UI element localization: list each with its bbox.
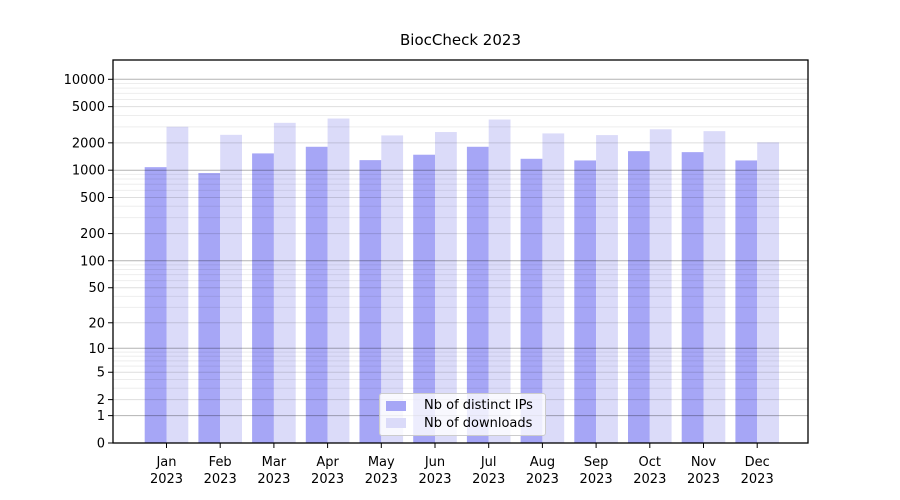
y-axis-tick-label: 2000 [72,136,105,151]
y-axis-tick-label: 2 [97,393,105,408]
x-axis-month-label: Jan [155,455,176,470]
x-axis-year-label: 2023 [633,472,666,487]
bar-distinct-ips-jul [466,146,489,443]
bar-downloads-sep [596,135,618,444]
y-axis-tick-label: 20 [88,316,105,331]
y-axis-tick-label: 5 [97,366,105,381]
bar-downloads-jan [166,126,189,444]
bar-downloads-jun [435,132,457,444]
y-axis-tick-label: 50 [88,281,105,296]
bar-downloads-apr [327,118,350,443]
bar-downloads-feb [220,134,242,443]
y-axis-tick-label: 5000 [72,100,105,115]
x-axis-month-label: Apr [316,455,339,470]
bar-distinct-ips-aug [520,158,543,444]
x-axis-month-label: Sep [584,455,609,470]
x-axis-year-label: 2023 [204,472,237,487]
bar-distinct-ips-feb [198,173,221,443]
x-axis-month-label: May [368,455,395,470]
bar-downloads-aug [542,133,565,443]
bar-distinct-ips-oct [628,151,650,444]
bar-distinct-ips-jun [413,154,435,444]
x-axis-month-label: Mar [262,455,287,470]
legend-item-distinct-ips: Nb of distinct IPs [386,397,545,414]
x-axis-year-label: 2023 [741,472,774,487]
bar-distinct-ips-sep [574,160,597,443]
y-axis-tick-label: 1 [97,409,105,424]
x-axis-year-label: 2023 [526,472,559,487]
bar-downloads-oct [649,129,672,443]
bar-distinct-ips-may [359,160,382,444]
legend-swatch-distinct-ips [386,400,406,411]
legend-label-distinct-ips: Nb of distinct IPs [424,398,533,414]
legend-swatch-downloads [386,418,406,429]
x-axis-year-label: 2023 [472,472,505,487]
legend-label-downloads: Nb of downloads [424,415,533,431]
x-axis-year-label: 2023 [257,472,290,487]
x-axis-month-label: Nov [691,455,717,470]
bar-downloads-dec [757,142,779,443]
x-axis-month-label: Dec [745,455,770,470]
x-axis-year-label: 2023 [580,472,613,487]
x-axis-year-label: 2023 [150,472,183,487]
y-axis-tick-label: 200 [80,227,105,242]
chart-title: BiocCheck 2023 [400,31,521,49]
bar-distinct-ips-apr [305,146,328,443]
x-axis-month-label: Jun [424,455,445,470]
y-axis-tick-label: 1000 [72,164,105,179]
bar-downloads-jul [488,119,511,443]
x-axis-month-label: Jul [480,455,497,470]
y-axis-tick-label: 0 [97,437,105,452]
x-axis-year-label: 2023 [418,472,451,487]
x-axis-year-label: 2023 [687,472,720,487]
bar-downloads-may [381,135,404,443]
bar-downloads-nov [703,131,726,443]
bar-distinct-ips-dec [735,160,758,443]
y-axis-tick-label: 100 [80,254,105,269]
legend-item-downloads: Nb of downloads [386,415,545,432]
x-axis-month-label: Oct [639,455,661,470]
x-axis-year-label: 2023 [365,472,398,487]
bar-distinct-ips-jan [144,167,167,443]
y-axis-tick-label: 10000 [64,73,105,88]
x-axis-month-label: Feb [209,455,232,470]
plot-frame [112,59,809,444]
y-axis-tick-label: 500 [80,191,105,206]
y-axis-tick-label: 10 [88,342,105,357]
bar-distinct-ips-nov [681,152,704,444]
bar-downloads-mar [273,122,296,444]
x-axis-month-label: Aug [530,455,555,470]
bar-distinct-ips-mar [252,153,274,443]
legend: Nb of distinct IPs Nb of downloads [379,393,546,436]
x-axis-year-label: 2023 [311,472,344,487]
